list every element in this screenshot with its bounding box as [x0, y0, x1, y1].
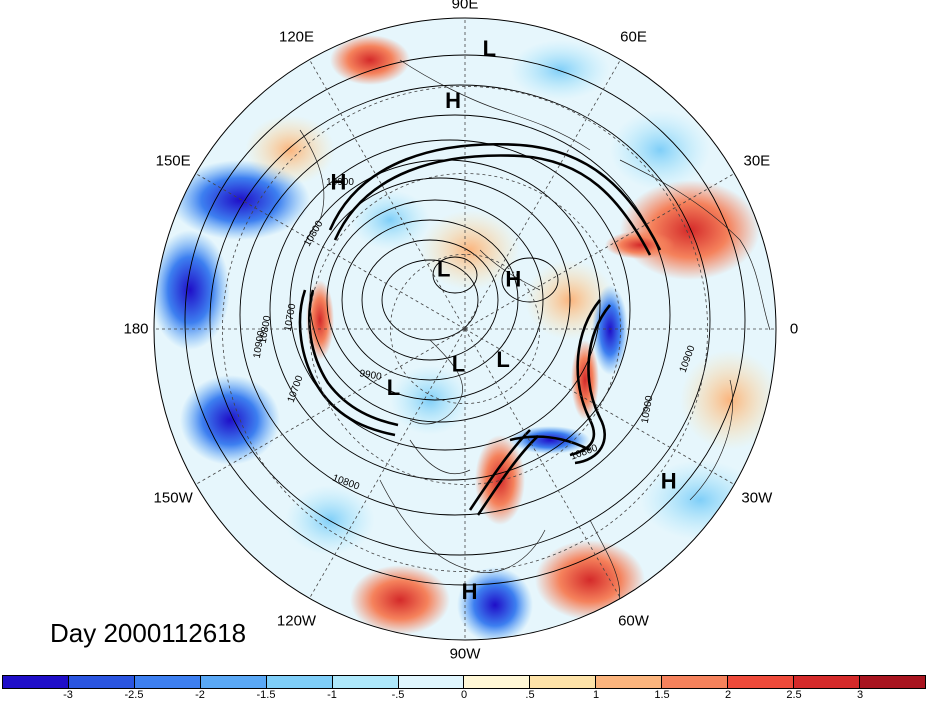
- graticule: [154, 18, 776, 640]
- latitude-circle: [389, 253, 541, 405]
- colorbar-swatch: [134, 676, 201, 688]
- colorbar-swatch: [332, 676, 399, 688]
- pressure-centers: L H H L H L L L H H: [331, 36, 677, 604]
- low-pressure-marker: L: [496, 347, 509, 372]
- colorbar-swatch: [859, 676, 925, 688]
- colorbar-tick-label: .5: [525, 689, 535, 701]
- longitude-label: 0: [789, 320, 799, 338]
- longitude-label: 60E: [620, 28, 647, 46]
- anomaly-blob: [475, 435, 525, 525]
- meridian-line: [195, 328, 466, 485]
- colorbar-tick-label: 1.5: [654, 689, 670, 701]
- latitude-circle: [309, 173, 621, 485]
- high-pressure-marker: H: [462, 579, 478, 604]
- colorbar-swatch: [596, 676, 663, 688]
- colorbar-tick-label: 2.5: [786, 689, 802, 701]
- anomaly-blob: [510, 40, 610, 100]
- low-pressure-marker: L: [437, 256, 450, 281]
- latitude-circle: [222, 86, 708, 572]
- colorbar-swatch: [68, 676, 135, 688]
- colorbar-tick-label: -2.5: [124, 689, 144, 701]
- colorbar-tick-label: 0: [460, 689, 468, 701]
- high-pressure-marker: H: [331, 169, 347, 194]
- meridian-line: [464, 173, 735, 330]
- colorbar-tick-label: -1: [327, 689, 337, 701]
- longitude-label: 90W: [449, 645, 481, 663]
- contour-value-label: 9900: [359, 368, 383, 383]
- colorbar-tick-label: 1: [592, 689, 600, 701]
- longitude-label: 30W: [741, 489, 773, 506]
- meridian-line: [464, 59, 621, 330]
- anomaly-blob: [154, 230, 230, 350]
- anomaly-blob: [457, 567, 533, 640]
- colorbar-tick-label: -1.5: [256, 689, 276, 701]
- low-pressure-marker: L: [387, 375, 400, 400]
- contour-value-label: 10800: [258, 314, 274, 344]
- colorbar-tick-label: -.5: [391, 689, 405, 701]
- low-pressure-marker: L: [483, 36, 496, 61]
- colorbar-swatch: [464, 676, 531, 688]
- low-pressure-marker: L: [452, 352, 465, 377]
- anomaly-blob: [350, 190, 430, 250]
- contour-value-label: 10900: [640, 394, 656, 424]
- anomaly-blob: [245, 115, 335, 185]
- longitude-label: 150E: [155, 152, 191, 169]
- high-pressure-marker: H: [661, 468, 677, 493]
- colorbar-swatch: [398, 676, 465, 688]
- anomaly-field: [154, 18, 776, 640]
- colorbar-tick-label: 2: [724, 689, 732, 701]
- contour-value-label: 10900: [326, 177, 354, 188]
- height-contours: [184, 54, 746, 586]
- colorbar-swatch: [794, 676, 860, 688]
- meridian-line: [309, 328, 466, 599]
- anomaly-blob: [180, 375, 280, 465]
- longitude-label: 60W: [618, 612, 649, 630]
- anomaly-blob: [510, 426, 590, 454]
- colorbar-tick-labels: -3 -2.5 -2 -1.5 -1 -.5 0 .5 1 1.5 2 2.5 3: [2, 689, 926, 702]
- anomaly-blob: [535, 540, 645, 620]
- map-border: [153, 17, 777, 641]
- colorbar-swatch: [200, 676, 267, 688]
- longitude-label: 120E: [278, 28, 315, 46]
- anomaly-blob: [350, 565, 450, 635]
- longitude-label: 150W: [153, 489, 193, 506]
- colorbar-swatch: [530, 676, 597, 688]
- longitude-label: 90E: [451, 0, 479, 13]
- colorbar-tick-label: -3: [63, 689, 73, 701]
- high-pressure-marker: H: [445, 88, 461, 113]
- colorbar-swatch: [662, 676, 729, 688]
- colorbar-swatch: [266, 676, 333, 688]
- longitude-label: 180: [123, 320, 149, 338]
- colorbar-swatch: [728, 676, 795, 688]
- colorbar-tick-label: -2: [195, 689, 205, 701]
- figure-title: Day 2000112618: [50, 618, 247, 648]
- anomaly-blob: [285, 485, 375, 555]
- longitude-label: 120W: [276, 612, 317, 630]
- colorbar-tick-label: 3: [856, 689, 864, 701]
- meridian-line: [309, 59, 466, 330]
- contour-value-label: 10700: [283, 302, 299, 332]
- anomaly-blob: [330, 35, 410, 85]
- high-pressure-marker: H: [505, 266, 521, 291]
- jet-stream-contours: [298, 143, 662, 516]
- colorbar: [2, 675, 926, 689]
- meridian-line: [464, 328, 621, 599]
- longitude-label: 30E: [743, 152, 771, 169]
- meridian-line: [464, 328, 735, 485]
- anomaly-blob: [610, 110, 710, 190]
- coastlines: [299, 59, 771, 631]
- meridian-line: [195, 173, 466, 330]
- colorbar-swatch: [3, 676, 69, 688]
- anomaly-blob: [420, 210, 520, 290]
- contour-value-label: 10900: [252, 329, 268, 359]
- anomaly-blob: [680, 350, 776, 450]
